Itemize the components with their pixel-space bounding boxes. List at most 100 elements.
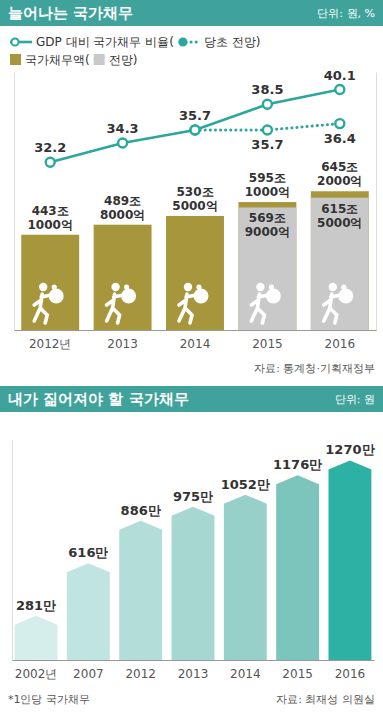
annotation: 자료: 최재성 의원실 [276, 693, 375, 706]
x-axis-line [15, 330, 377, 331]
tick: 2012년 [29, 337, 72, 351]
bar [311, 198, 369, 330]
annotation: 자료: 통계청·기획재정부 [254, 362, 375, 375]
label-line: 2000억 [317, 174, 362, 188]
legend-row: 국가채무액(전망) [10, 53, 137, 67]
bar-label: 530조5000억 [172, 185, 217, 213]
line-label: 35.7 [179, 108, 211, 123]
tick: 2015 [282, 667, 313, 681]
bar-label: 443조1000억 [27, 204, 72, 232]
legend-swatch [179, 38, 186, 45]
bar-label: 1176만 [273, 457, 322, 472]
tick-label: 2015 [252, 337, 283, 351]
bar-label: 616만 [68, 545, 108, 560]
bar-label: 645조2000억 [317, 160, 362, 188]
marker [263, 100, 272, 109]
bar [311, 191, 369, 330]
icon-bag [266, 289, 281, 304]
icon-head [39, 283, 47, 291]
bar [94, 225, 152, 330]
header-band [0, 386, 383, 412]
icon-head [329, 283, 337, 291]
bar [166, 216, 224, 330]
runner-icon [34, 283, 64, 323]
header-band [0, 0, 383, 26]
legend-row: GDP 대비 국가채무 비율(당초 전망) [10, 35, 260, 49]
tick: 2016 [335, 667, 366, 681]
line-label: 36.4 [324, 131, 356, 146]
label-line: 5000억 [172, 199, 217, 213]
label-line: 615조 [321, 202, 358, 216]
tick: 2014 [230, 667, 261, 681]
bar-label: 886만 [121, 503, 161, 518]
title: 늘어나는 국가채무 [8, 4, 133, 22]
label-line: 530조 [176, 185, 213, 199]
bar [238, 207, 296, 330]
y-axis-line [14, 73, 15, 331]
bar [276, 475, 319, 660]
bar-label: 489조8000억 [100, 194, 145, 222]
data-labels: 443조1000억 489조8000억 530조5000억 595조1000억 645조… [27, 68, 362, 240]
bar [21, 235, 79, 330]
tick: 2002년 [15, 667, 58, 681]
y-axis [12, 441, 13, 661]
annotation: *1인당 국가채무 [8, 693, 90, 706]
icon-bag [338, 289, 353, 304]
tick: 2013 [178, 667, 209, 681]
tick-label: 2014 [230, 667, 261, 681]
page: 늘어나는 국가채무단위: 원, %443조1000억489조8000억530조5… [0, 0, 383, 713]
bar-label: 1270만 [325, 442, 374, 457]
icon-bag-knot [124, 284, 129, 289]
marker [46, 158, 55, 167]
x-axis: 2002년200720122013201420152016 [13, 661, 375, 681]
line-label: 34.3 [107, 121, 139, 136]
subtitle: 단위: 원, % [317, 7, 375, 20]
bar [328, 460, 371, 660]
icon-bag-knot [196, 284, 201, 289]
lines [46, 85, 345, 167]
title: 내가 짊어져야 할 국가채무 [8, 390, 189, 408]
icon-bag-knot [52, 284, 57, 289]
bar-label: 569조9000억 [245, 211, 290, 239]
bar [238, 202, 296, 330]
bars [21, 191, 369, 330]
bar [119, 521, 162, 660]
subtitle: 단위: 원 [335, 393, 375, 406]
legend-label: GDP 대비 국가채무 비율( [36, 35, 174, 49]
bar [15, 616, 58, 660]
tick-label: 2016 [335, 667, 366, 681]
icon-head [256, 283, 264, 291]
runner-icon [251, 283, 281, 323]
tick: 2012 [125, 667, 156, 681]
icon-body [34, 294, 51, 323]
label-line: 9000억 [245, 225, 290, 239]
tick-label: 2016 [325, 337, 356, 351]
label-line: 8000억 [100, 208, 145, 222]
legend-swatch [11, 38, 18, 45]
legend-swatch [94, 54, 105, 65]
bars [15, 460, 372, 660]
icon-body [179, 294, 196, 323]
icon-bag-knot [341, 284, 346, 289]
legend-label: 국가채무액( [25, 53, 90, 67]
line [50, 90, 340, 163]
runner-icon [179, 283, 209, 323]
tick-label: 2015 [282, 667, 313, 681]
line-label: 32.2 [34, 140, 66, 155]
icon-head [184, 283, 192, 291]
bar-label: 595조1000억 [245, 171, 290, 199]
line-label: 38.5 [251, 82, 283, 97]
icon-head [111, 283, 119, 291]
marker [118, 138, 127, 147]
marker [335, 85, 344, 94]
y2-axis-line [376, 73, 377, 331]
legend-swatch [10, 54, 21, 65]
bar-label: 975만 [173, 489, 213, 504]
y2-axis [376, 73, 377, 331]
marker [191, 126, 200, 135]
tick-label: 2013 [107, 337, 138, 351]
bar [172, 507, 215, 660]
tick-label: 2013 [178, 667, 209, 681]
icon-body [251, 294, 268, 323]
x-axis-line [13, 660, 375, 661]
